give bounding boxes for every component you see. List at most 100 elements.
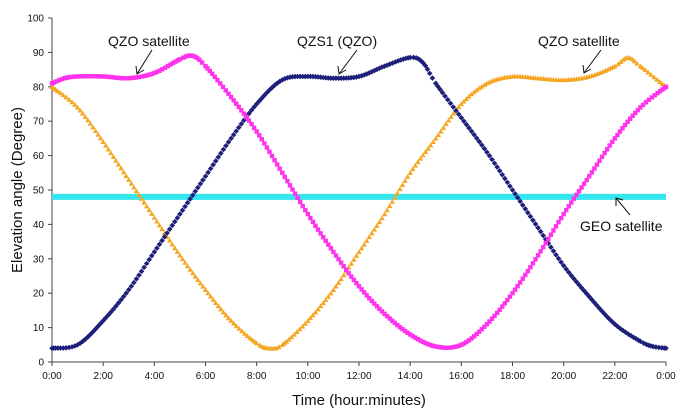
data-point <box>143 260 150 267</box>
data-point <box>148 252 155 259</box>
data-point <box>125 286 132 293</box>
data-point <box>399 182 406 187</box>
data-point <box>182 259 188 265</box>
data-point <box>376 219 383 225</box>
data-point <box>560 262 567 269</box>
data-point <box>90 74 95 79</box>
annotation-label-1: QZS1 (QZO) <box>297 33 377 49</box>
data-point <box>451 344 456 350</box>
data-point <box>166 226 173 233</box>
data-point <box>192 273 198 279</box>
y-tick-label: 0 <box>38 358 44 369</box>
y-axis-title: Elevation angle (Degree) <box>9 107 26 273</box>
data-point <box>507 183 513 190</box>
data-point <box>645 69 651 75</box>
data-point <box>463 121 470 128</box>
data-point <box>258 95 265 101</box>
data-point <box>546 236 551 242</box>
data-point <box>333 283 339 289</box>
data-point <box>200 283 206 289</box>
data-point <box>548 232 554 237</box>
data-point <box>166 237 173 243</box>
data-point <box>274 162 280 167</box>
data-point <box>264 89 270 96</box>
data-point <box>241 330 248 336</box>
data-point <box>192 188 199 195</box>
data-point <box>443 121 449 127</box>
data-point <box>545 240 552 247</box>
data-point <box>269 84 275 91</box>
data-point <box>649 95 655 100</box>
data-point <box>57 90 64 96</box>
series-0 <box>49 53 669 350</box>
data-point <box>225 315 232 321</box>
y-tick-label: 70 <box>33 117 45 128</box>
data-point <box>471 334 477 339</box>
data-point <box>458 101 465 107</box>
data-point <box>453 107 459 114</box>
data-point <box>113 157 119 163</box>
data-point <box>123 173 129 179</box>
annotation-arrowhead-1 <box>337 65 347 75</box>
data-point <box>287 74 293 81</box>
data-point <box>440 124 447 130</box>
data-point <box>207 165 214 172</box>
data-point <box>205 290 211 296</box>
data-point <box>207 293 214 299</box>
data-point <box>625 119 630 125</box>
data-point <box>484 80 490 86</box>
data-point <box>315 227 321 232</box>
data-point <box>238 121 245 127</box>
data-point <box>141 264 147 271</box>
x-tick-label: 16:00 <box>449 371 474 382</box>
data-point <box>430 139 436 145</box>
data-point <box>253 101 260 107</box>
data-point <box>413 335 418 340</box>
x-tick-label: 8:00 <box>247 371 267 382</box>
data-point <box>202 287 209 292</box>
data-point <box>395 58 401 64</box>
data-point <box>147 72 152 77</box>
data-point <box>63 94 69 100</box>
data-point <box>525 268 531 274</box>
data-point <box>374 222 380 228</box>
y-tick-label: 50 <box>33 186 45 197</box>
data-point <box>410 333 415 339</box>
data-point <box>523 272 528 278</box>
x-tick-label: 0:00 <box>656 371 676 382</box>
data-point <box>584 177 589 183</box>
data-point <box>151 214 158 220</box>
data-point <box>131 184 137 190</box>
x-tick-label: 20:00 <box>551 371 576 382</box>
data-point <box>236 325 242 331</box>
data-point <box>249 121 254 127</box>
data-point <box>231 98 236 103</box>
data-point <box>436 344 441 350</box>
data-point <box>323 238 328 244</box>
data-point <box>599 154 605 160</box>
data-point <box>341 264 346 269</box>
data-point <box>228 135 234 142</box>
data-point <box>565 269 572 276</box>
data-point <box>361 290 367 295</box>
data-point <box>569 200 574 205</box>
data-point <box>515 283 520 289</box>
data-point <box>69 99 75 105</box>
data-point <box>473 87 480 93</box>
data-point <box>404 173 411 179</box>
data-point <box>294 329 300 335</box>
data-point <box>126 176 132 182</box>
data-point <box>239 108 244 113</box>
data-point <box>139 74 144 79</box>
data-point <box>295 195 300 201</box>
data-point <box>230 131 237 138</box>
data-point <box>276 344 282 350</box>
data-point <box>100 74 106 79</box>
data-point <box>144 73 149 78</box>
annotation-arrowhead-3 <box>615 197 624 206</box>
data-point <box>305 211 311 217</box>
data-point <box>141 73 147 79</box>
y-tick-label: 80 <box>33 82 45 93</box>
data-point <box>108 74 114 80</box>
data-point <box>248 107 255 113</box>
